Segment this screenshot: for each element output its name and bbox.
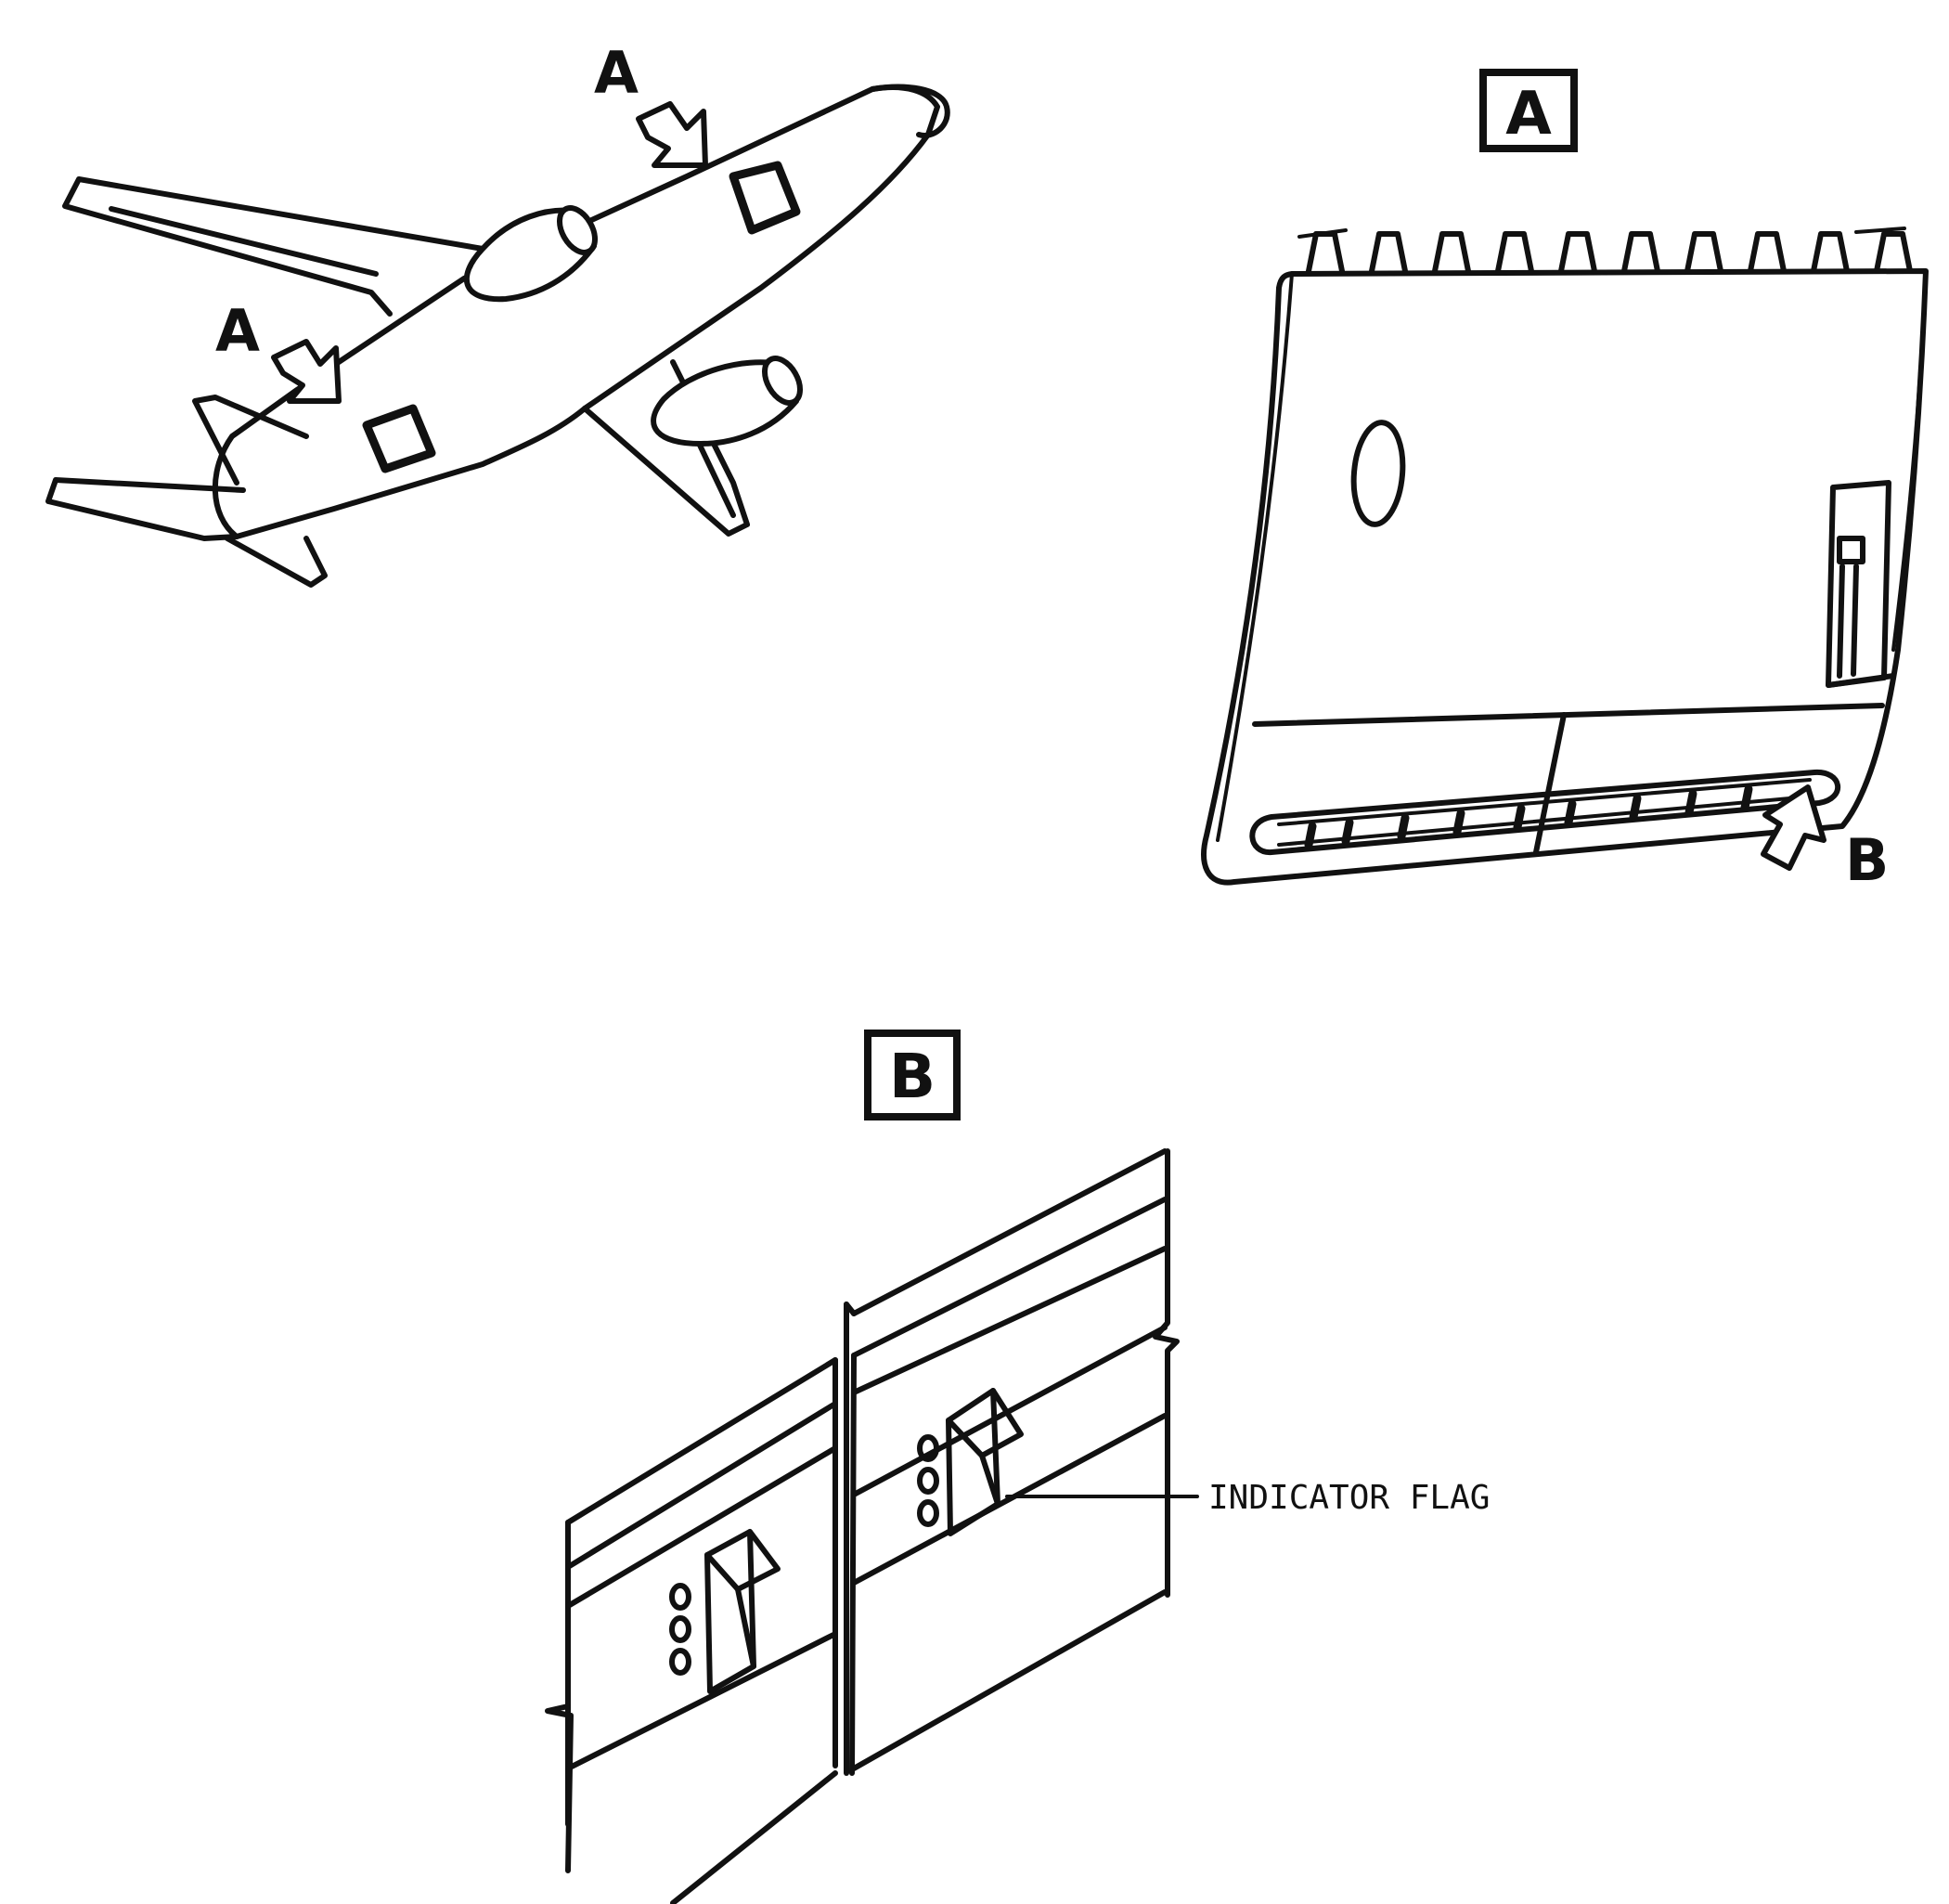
left-indicator-panel	[545, 1357, 838, 1904]
airplane-left-wing	[62, 176, 485, 317]
indicator-strip	[1249, 769, 1840, 855]
door-hinges	[1297, 227, 1913, 274]
detail-a-title: A	[1505, 80, 1552, 149]
airplane-overview: A A	[45, 39, 950, 588]
airplane-door-forward	[729, 161, 801, 235]
detail-b: B	[545, 1030, 1490, 1904]
airplane-engine-near	[651, 359, 799, 447]
arrow-label-upper: A	[594, 39, 639, 107]
detail-a: A	[1201, 69, 1929, 894]
airplane-vertical-tail	[192, 395, 309, 486]
cargo-door-panel	[1201, 268, 1929, 886]
airplane-door-aft	[362, 404, 436, 473]
arrow-to-door-aft	[271, 339, 342, 404]
arrow-label-b: B	[1845, 826, 1889, 894]
airplane-nose	[870, 84, 950, 138]
door-handle-recess	[1826, 480, 1896, 688]
detail-b-title: B	[889, 1041, 936, 1112]
indicator-strip-marks	[1304, 784, 1753, 849]
right-indicator-panel	[844, 1148, 1180, 1776]
indicator-flag-callout: INDICATOR FLAG	[1208, 1479, 1490, 1517]
door-viewport	[1350, 420, 1406, 527]
arrow-to-indicator-strip	[1761, 784, 1826, 871]
airplane-fuselage	[212, 84, 940, 539]
detail-b-title-box	[864, 1030, 961, 1120]
arrow-label-lower: A	[215, 297, 260, 365]
detail-a-title-box	[1479, 69, 1578, 152]
arrow-to-door-forward	[636, 101, 708, 168]
airplane-horizontal-stabilizer	[45, 477, 246, 541]
